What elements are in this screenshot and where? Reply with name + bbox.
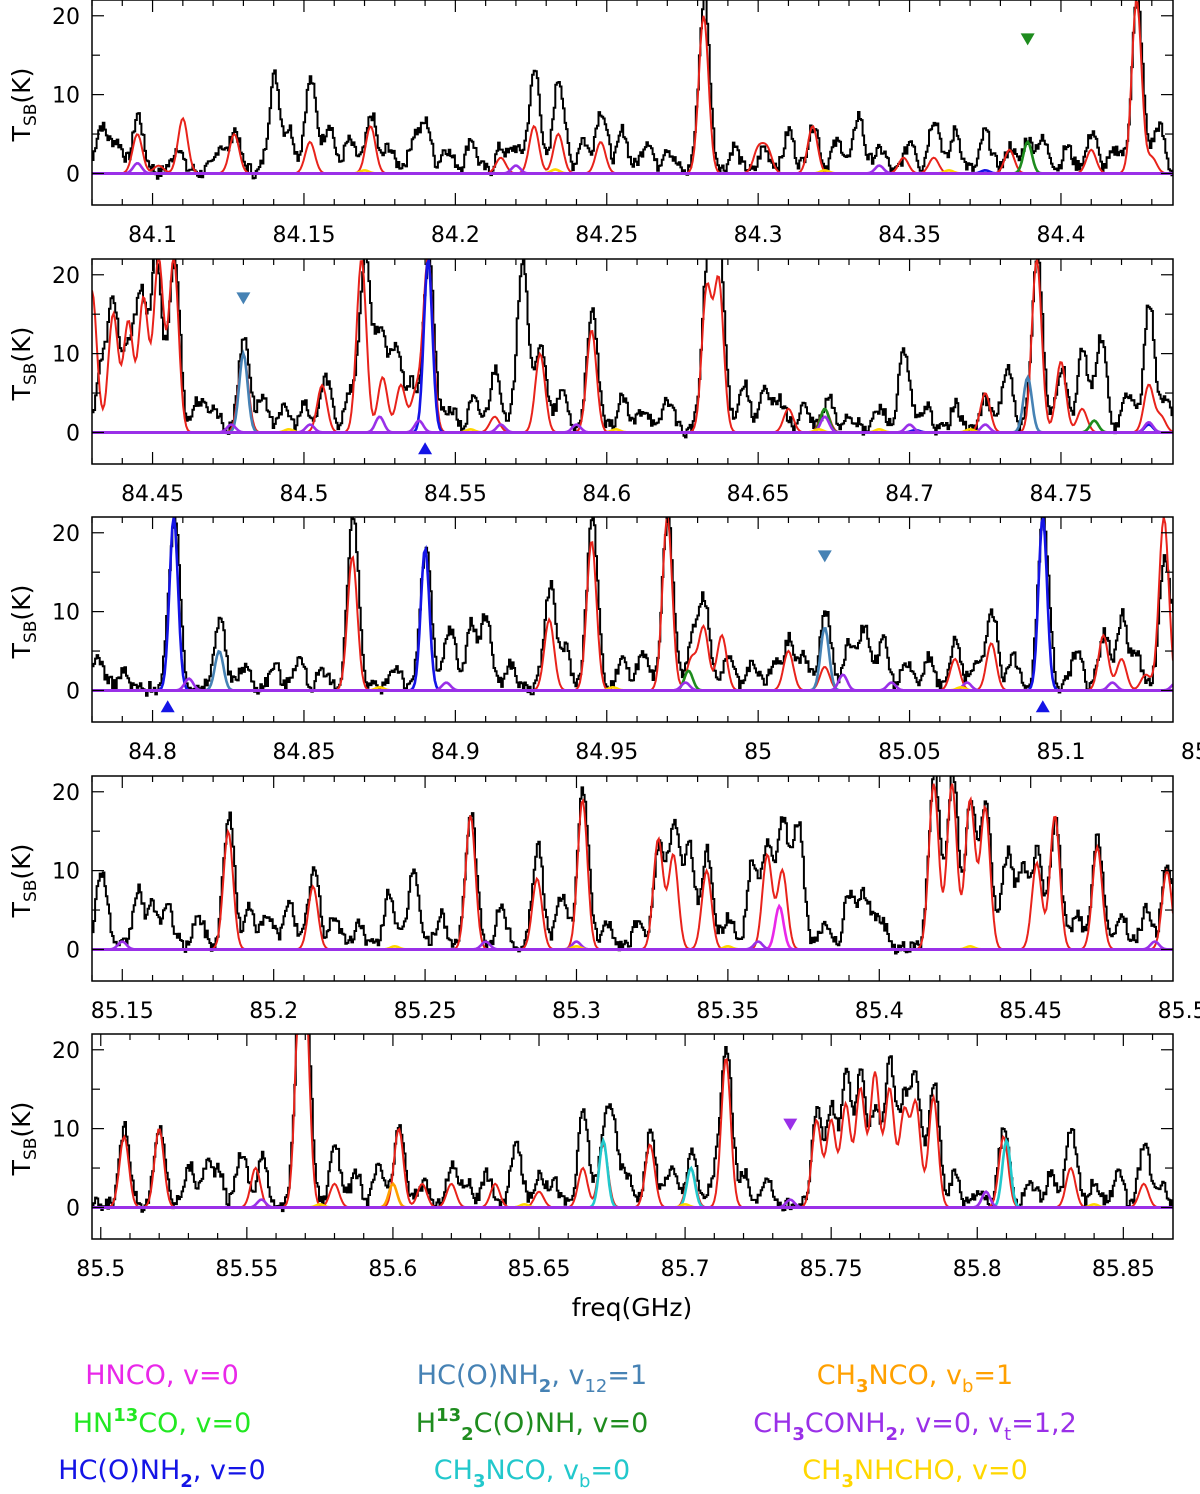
x-tick-label: 85.2 [249, 999, 298, 1024]
line-marker-triangle [783, 1118, 798, 1131]
panel-frame [91, 516, 1174, 723]
x-tick-label: 84.45 [121, 482, 184, 507]
spectrum-panel-4: 0 10 20 85.15 85.2 85.25 85.3 85.35 85.4 85.45 85.… [7, 775, 1200, 1024]
x-tick-label: 84.6 [582, 482, 631, 507]
x-tick-label: 84.3 [734, 223, 783, 248]
line-marker-triangle [236, 292, 251, 305]
x-tick-label: 85.5 [76, 1257, 125, 1282]
spectrum-panel-5: 0 10 20 85.5 85.55 85.6 85.65 85.7 85.75 85.8 85.8… [7, 1033, 1174, 1282]
x-tick-label: 85.75 [800, 1257, 863, 1282]
x-tick-label: 85.15 [1181, 740, 1200, 765]
x-tick-label: 85.85 [1092, 1257, 1155, 1282]
y-tick-label: 10 [52, 343, 80, 368]
x-tick-label: 84.65 [727, 482, 790, 507]
x-tick-label: 85.8 [953, 1257, 1002, 1282]
x-tick-label: 84.85 [272, 740, 335, 765]
x-tick-label: 85.4 [855, 999, 904, 1024]
x-tick-label: 85.1 [1036, 740, 1085, 765]
x-tick-label: 84.8 [128, 740, 177, 765]
panel-frame [91, 775, 1174, 982]
y-tick-label: 0 [66, 938, 80, 963]
y-axis-label: TSB(K) [7, 327, 41, 402]
x-tick-label: 85.5 [1158, 999, 1200, 1024]
x-tick-label: 84.25 [575, 223, 638, 248]
y-tick-label: 0 [66, 1196, 80, 1221]
line-marker-triangle [418, 442, 433, 455]
y-axis-label: TSB(K) [7, 585, 41, 660]
x-tick-label: 85.7 [661, 1257, 710, 1282]
spectrum-panel-2: 0 10 20 84.45 84.5 84.55 84.6 84.65 84.7 84.75 TSB… [7, 258, 1174, 507]
y-tick-label: 10 [52, 860, 80, 885]
x-tick-label: 84.35 [878, 223, 941, 248]
x-tick-label: 85.05 [878, 740, 941, 765]
x-tick-label: 84.2 [431, 223, 480, 248]
species-spectrum-CH3CONH2 [92, 1190, 1173, 1209]
y-tick-label: 10 [52, 84, 80, 109]
x-tick-label: 85 [744, 740, 772, 765]
plot-area [92, 1034, 1173, 1213]
legend-entry-H13CONH2_v0: H13​2​C(O)NH, v=0 [416, 1405, 649, 1445]
line-marker-triangle [160, 700, 175, 713]
line-marker-triangle [817, 550, 832, 563]
x-tick-label: 84.5 [279, 482, 328, 507]
panel-frame [91, 1033, 1174, 1240]
y-tick-label: 20 [52, 264, 80, 289]
y-tick-label: 20 [52, 5, 80, 30]
x-tick-label: 84.15 [272, 223, 335, 248]
x-tick-label: 85.45 [999, 999, 1062, 1024]
y-tick-label: 20 [52, 1039, 80, 1064]
observed-spectrum [92, 776, 1173, 955]
x-tick-label: 85.35 [696, 999, 759, 1024]
legend-entry-CH3NCO_v1: CH3​NCO, vb=1 [817, 1360, 1013, 1397]
panel-frame [91, 0, 1174, 206]
legend-entry-HNCO_v0: HNCO, v=0 [85, 1360, 239, 1391]
legend-entry-CH3CONH2: CH3​CONH2​, v=0, vt=1,2 [753, 1408, 1077, 1445]
y-tick-label: 0 [66, 162, 80, 187]
x-tick-label: 84.4 [1036, 223, 1085, 248]
x-tick-label: 85.3 [552, 999, 601, 1024]
line-marker-triangle [1035, 700, 1050, 713]
x-tick-label: 85.6 [368, 1257, 417, 1282]
plot-area [92, 259, 1173, 439]
x-tick-label: 84.75 [1029, 482, 1092, 507]
plot-area [92, 776, 1173, 955]
panel-frame [91, 258, 1174, 465]
spectrum-panel-1: 0 10 20 84.1 84.15 84.2 84.25 84.3 84.35 84.4 TSB(… [7, 0, 1174, 248]
y-tick-label: 10 [52, 1118, 80, 1143]
x-tick-label: 85.15 [91, 999, 154, 1024]
y-tick-label: 20 [52, 522, 80, 547]
spectrum-panel-3: 0 10 20 84.8 84.85 84.9 84.95 85 85.05 85.1 85.15 T… [7, 516, 1200, 765]
y-tick-label: 10 [52, 601, 80, 626]
x-tick-label: 84.55 [424, 482, 487, 507]
observed-spectrum [92, 259, 1173, 439]
y-tick-label: 0 [66, 679, 80, 704]
observed-spectrum [92, 0, 1173, 180]
x-tick-label: 84.9 [431, 740, 480, 765]
legend-entry-HCONH2_v12: HC(O)NH2​, v12=1 [417, 1360, 647, 1397]
species-spectrum-CH3NCO_v0 [92, 1136, 1173, 1209]
x-tick-label: 84.7 [885, 482, 934, 507]
y-tick-label: 0 [66, 421, 80, 446]
x-axis-label: freq(GHz) [572, 1293, 693, 1322]
line-marker-triangle [1020, 33, 1035, 46]
legend-entry-HN13CO_v0: HN13​CO, v=0 [73, 1405, 252, 1439]
y-axis-label: TSB(K) [7, 68, 41, 143]
y-axis-label: TSB(K) [7, 844, 41, 919]
legend-entry-HCONH2_v0: HC(O)NH2​, v=0 [58, 1455, 265, 1492]
legend-entry-CH3NCO_v0: CH3​NCO, vb=0 [434, 1455, 630, 1492]
observed-spectrum [92, 517, 1173, 697]
species-spectrum-HCONH2_v12 [92, 349, 1173, 434]
legend-entry-CH3NHCHO_v0: CH3​NHCHO, v=0 [802, 1455, 1028, 1492]
plot-area [92, 517, 1173, 697]
y-axis-label: TSB(K) [7, 1102, 41, 1177]
plot-area [92, 0, 1173, 180]
x-tick-label: 84.1 [128, 223, 177, 248]
x-tick-label: 84.95 [575, 740, 638, 765]
x-tick-label: 85.55 [215, 1257, 278, 1282]
x-tick-label: 85.65 [508, 1257, 571, 1282]
x-tick-label: 85.25 [394, 999, 457, 1024]
y-tick-label: 20 [52, 781, 80, 806]
